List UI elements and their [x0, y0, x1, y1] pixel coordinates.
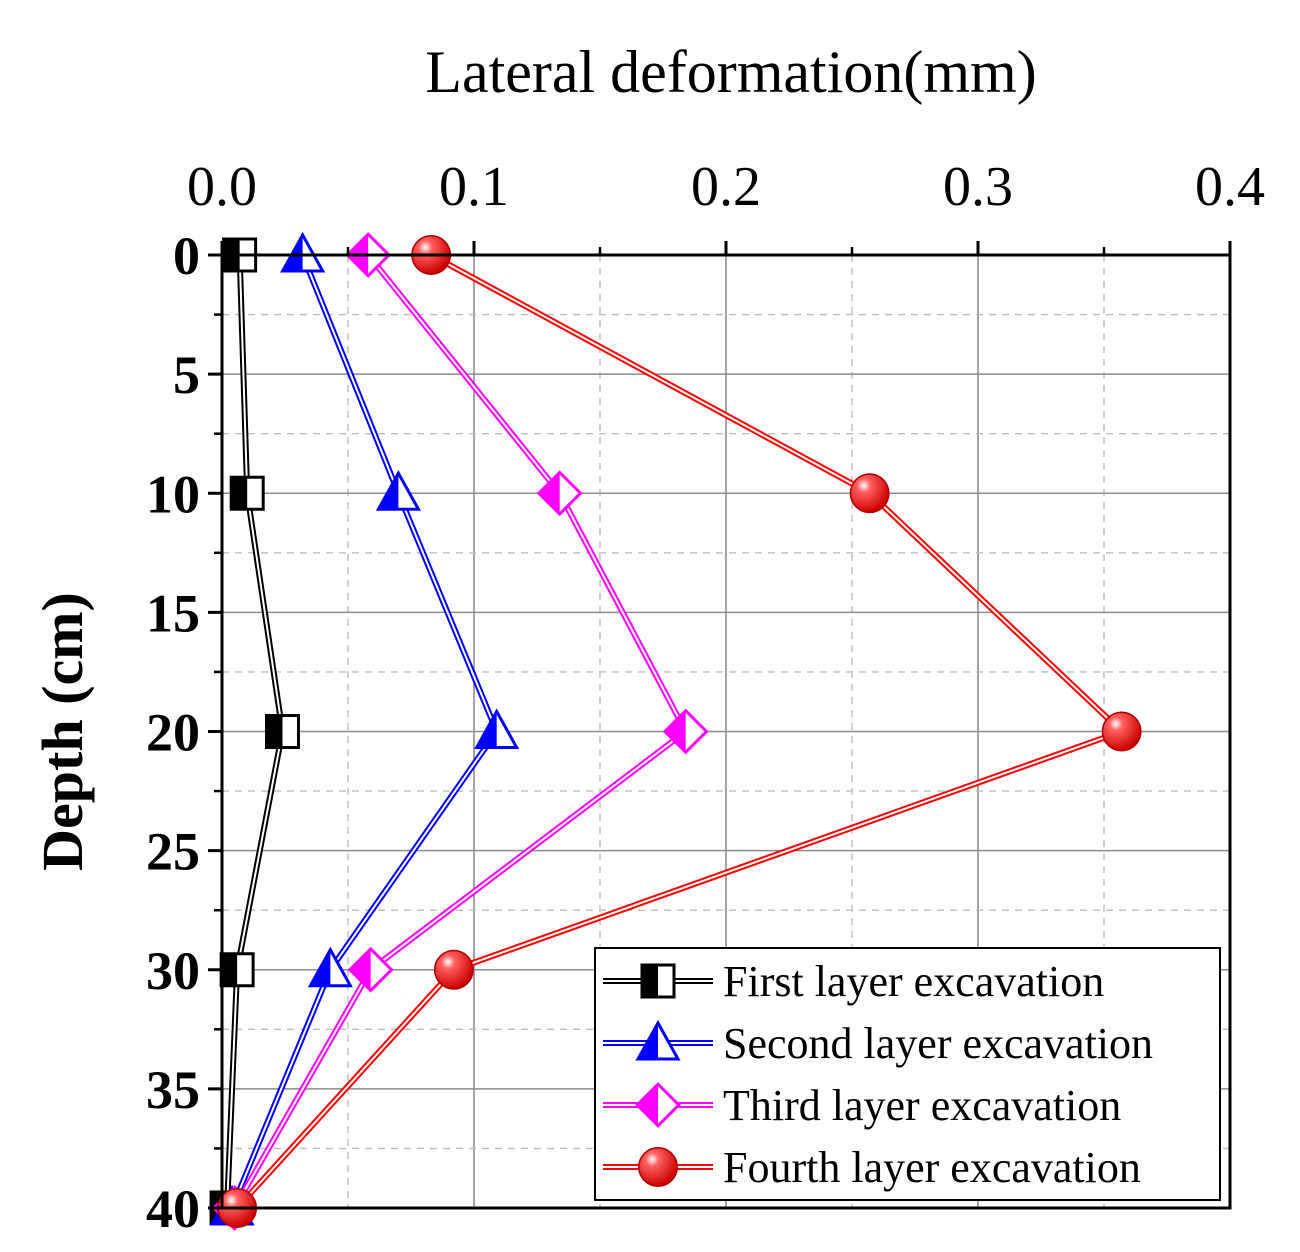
y-tick-label: 15: [146, 583, 200, 643]
y-tick-label: 0: [173, 226, 200, 286]
y-tick-label: 10: [146, 464, 200, 524]
data-point: [264, 714, 300, 749]
data-point: [1101, 711, 1142, 752]
data-point: [219, 952, 255, 988]
data-point: [662, 708, 709, 755]
data-point: [536, 470, 583, 517]
x-tick-label: 0.4: [1195, 156, 1265, 218]
y-tick-label: 20: [146, 703, 200, 763]
series-1: [209, 237, 300, 1226]
legend-marker: [635, 1019, 681, 1061]
data-point: [474, 708, 520, 749]
y-tick-label: 30: [146, 941, 200, 1001]
ticks: 0.0 0.1 0.2 0.3 0.4 0 5 10 15 20 25 30 35 40: [146, 156, 1265, 1239]
y-axis-title: Depth (cm): [30, 592, 95, 871]
data-point: [849, 473, 890, 514]
legend-label: Third layer excavation: [723, 1081, 1121, 1130]
legend: First layer excavation Second layer excav…: [594, 947, 1221, 1201]
legend-label: Fourth layer excavation: [723, 1143, 1141, 1192]
data-point: [280, 231, 326, 273]
data-point: [307, 946, 353, 988]
y-tick-label: 25: [146, 822, 200, 882]
data-point: [375, 470, 421, 511]
x-tick-label: 0.3: [943, 156, 1013, 218]
legend-box: [594, 947, 1221, 1201]
x-tick-label: 0.1: [439, 156, 509, 218]
series-layer: [209, 231, 1142, 1231]
data-point: [433, 949, 474, 990]
y-tick-label: 40: [146, 1179, 200, 1239]
legend-marker: [638, 1147, 678, 1187]
legend-entry: First layer excavation: [603, 957, 1104, 1006]
legend-label: Second layer excavation: [723, 1019, 1153, 1068]
data-point: [347, 946, 394, 993]
legend-entry: Second layer excavation: [603, 1019, 1153, 1068]
series-3: [211, 232, 709, 1231]
x-tick-label: 0.0: [187, 156, 257, 218]
legend-entry: Fourth layer excavation: [603, 1143, 1141, 1192]
y-tick-label: 35: [146, 1060, 200, 1120]
x-tick-label: 0.2: [691, 156, 761, 218]
legend-marker: [640, 963, 676, 999]
data-point: [229, 475, 265, 511]
x-axis-title: Lateral deformation(mm): [425, 39, 1036, 105]
legend-marker: [635, 1082, 681, 1128]
legend-entry: Third layer excavation: [603, 1081, 1121, 1130]
y-tick-label: 5: [173, 345, 200, 405]
legend-label: First layer excavation: [723, 957, 1104, 1006]
